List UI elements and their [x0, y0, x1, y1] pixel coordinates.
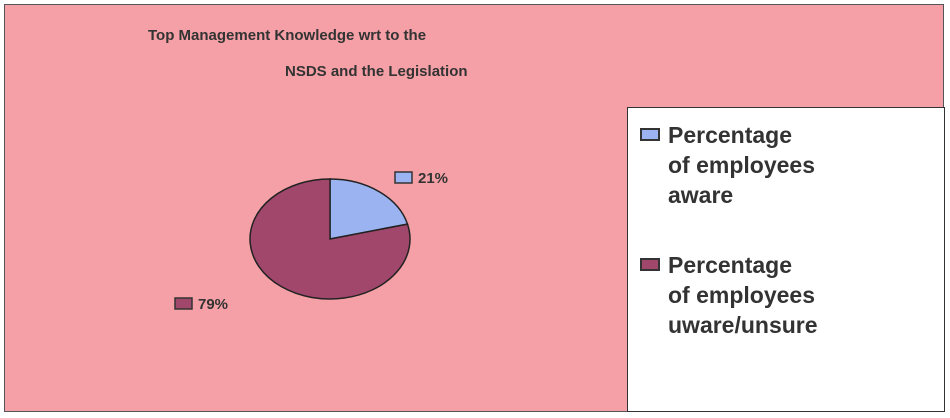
chart-legend: Percentage of employees aware Percentage… [627, 107, 945, 412]
legend-swatch-aware [640, 128, 660, 141]
pie-chart: 21% 79% [174, 170, 448, 313]
data-label-1: 79% [198, 296, 228, 313]
pie-slice-0 [329, 178, 409, 240]
data-label-0: 21% [418, 170, 448, 187]
data-label-swatch-1 [174, 297, 193, 310]
chart-frame: 21% 79% Top Management Knowledge wrt to t… [4, 4, 945, 412]
data-label-swatch-0 [394, 171, 413, 184]
pie-slice-1 [249, 178, 411, 300]
legend-label-unsure: Percentage of employees uware/unsure [668, 252, 818, 338]
legend-swatch-unsure [640, 258, 660, 271]
chart-title-line-2: NSDS and the Legislation [285, 63, 468, 80]
chart-title-line-1: Top Management Knowledge wrt to the [148, 27, 427, 44]
legend-label-aware: Percentage of employees aware [668, 122, 815, 208]
